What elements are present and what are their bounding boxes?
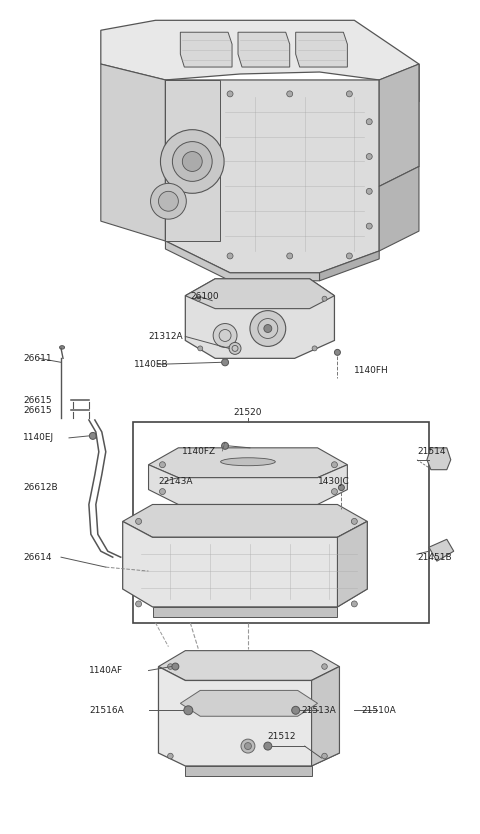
Circle shape xyxy=(332,489,337,495)
Polygon shape xyxy=(180,691,318,716)
Circle shape xyxy=(312,346,317,351)
Circle shape xyxy=(241,739,255,753)
Circle shape xyxy=(347,253,352,259)
Polygon shape xyxy=(148,465,348,505)
Polygon shape xyxy=(158,666,339,766)
Polygon shape xyxy=(166,80,220,241)
Circle shape xyxy=(159,489,166,495)
Circle shape xyxy=(151,183,186,219)
Polygon shape xyxy=(185,279,335,309)
Text: 26612B: 26612B xyxy=(23,483,58,492)
Polygon shape xyxy=(180,33,232,67)
Circle shape xyxy=(229,343,241,354)
Circle shape xyxy=(366,118,372,125)
Polygon shape xyxy=(166,80,379,273)
Circle shape xyxy=(264,324,272,333)
Text: 21513A: 21513A xyxy=(301,706,336,715)
Circle shape xyxy=(332,462,337,468)
Circle shape xyxy=(136,601,142,607)
Ellipse shape xyxy=(221,458,276,465)
Text: 21514: 21514 xyxy=(417,447,445,456)
Text: 21516A: 21516A xyxy=(89,706,124,715)
Circle shape xyxy=(227,91,233,97)
Ellipse shape xyxy=(60,345,64,349)
Circle shape xyxy=(196,296,201,301)
Polygon shape xyxy=(320,251,379,281)
Circle shape xyxy=(351,519,357,525)
Text: 26611: 26611 xyxy=(23,354,52,363)
Circle shape xyxy=(160,129,224,193)
Polygon shape xyxy=(153,607,337,617)
Circle shape xyxy=(250,310,286,346)
Text: 1430JC: 1430JC xyxy=(318,477,349,486)
Polygon shape xyxy=(296,33,348,67)
Polygon shape xyxy=(101,20,419,102)
Text: 21451B: 21451B xyxy=(417,553,452,561)
Text: 21510A: 21510A xyxy=(361,706,396,715)
Polygon shape xyxy=(185,766,312,776)
Text: 1140AF: 1140AF xyxy=(89,666,123,675)
Circle shape xyxy=(322,664,327,670)
Circle shape xyxy=(351,601,357,607)
Polygon shape xyxy=(123,521,367,607)
Polygon shape xyxy=(101,64,166,241)
Circle shape xyxy=(172,663,179,670)
Circle shape xyxy=(287,253,293,259)
Text: 1140FH: 1140FH xyxy=(354,366,389,374)
Circle shape xyxy=(213,324,237,348)
Polygon shape xyxy=(379,64,419,186)
Circle shape xyxy=(227,253,233,259)
Circle shape xyxy=(244,742,252,750)
Polygon shape xyxy=(379,64,419,186)
Circle shape xyxy=(366,224,372,229)
Circle shape xyxy=(338,485,344,490)
Polygon shape xyxy=(379,167,419,251)
Circle shape xyxy=(287,91,293,97)
Circle shape xyxy=(198,346,203,351)
Circle shape xyxy=(168,664,173,670)
Circle shape xyxy=(89,432,96,440)
Circle shape xyxy=(184,706,193,715)
Polygon shape xyxy=(123,505,367,537)
Polygon shape xyxy=(166,241,320,281)
Text: 1140EJ: 1140EJ xyxy=(23,434,54,442)
Polygon shape xyxy=(337,521,367,607)
Polygon shape xyxy=(427,448,451,470)
Polygon shape xyxy=(148,448,348,478)
Polygon shape xyxy=(238,33,290,67)
Circle shape xyxy=(347,91,352,97)
Circle shape xyxy=(182,152,202,172)
Circle shape xyxy=(158,191,179,211)
Text: 26614: 26614 xyxy=(23,553,52,561)
Circle shape xyxy=(168,753,173,759)
Circle shape xyxy=(335,349,340,355)
Text: 26615: 26615 xyxy=(23,405,52,414)
Circle shape xyxy=(172,142,212,181)
Text: 21512: 21512 xyxy=(268,731,296,741)
Circle shape xyxy=(136,519,142,525)
Circle shape xyxy=(222,442,228,450)
Text: 26615: 26615 xyxy=(23,395,52,404)
Circle shape xyxy=(366,188,372,194)
Polygon shape xyxy=(158,651,339,681)
Circle shape xyxy=(159,462,166,468)
Text: 21520: 21520 xyxy=(234,408,262,416)
Circle shape xyxy=(322,296,327,301)
Bar xyxy=(132,422,429,623)
Circle shape xyxy=(292,706,300,714)
Text: 1140EB: 1140EB xyxy=(133,359,168,369)
Text: 1140FZ: 1140FZ xyxy=(182,447,216,456)
Text: 22143A: 22143A xyxy=(158,477,193,486)
Circle shape xyxy=(366,153,372,159)
Text: 21312A: 21312A xyxy=(148,332,183,341)
Polygon shape xyxy=(185,279,335,359)
Polygon shape xyxy=(312,666,339,766)
Text: 26100: 26100 xyxy=(190,292,219,301)
Circle shape xyxy=(322,753,327,759)
Polygon shape xyxy=(429,540,454,561)
Circle shape xyxy=(222,359,228,366)
Circle shape xyxy=(264,742,272,750)
